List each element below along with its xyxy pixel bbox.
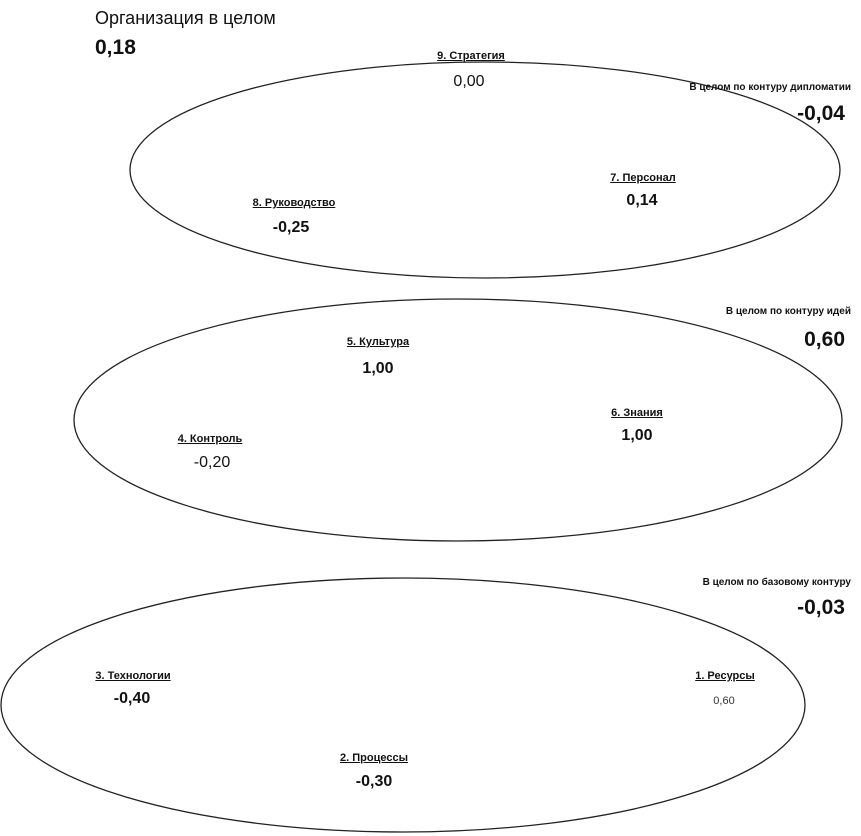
diplomacy-contour-ellipse — [129, 61, 841, 279]
node-control-value: -0,20 — [193, 454, 231, 471]
node-leadership-label: 8. Руководство — [252, 197, 336, 209]
node-processes-label: 2. Процессы — [340, 752, 408, 764]
base-contour-ellipse — [0, 577, 806, 833]
node-leadership-value: -0,25 — [272, 219, 310, 236]
node-culture-label: 5. Культура — [346, 336, 410, 348]
node-strategy-label: 9. Стратегия — [437, 50, 505, 62]
base-summary-value: -0,03 — [797, 596, 845, 619]
ideas-contour-ellipse — [73, 298, 843, 542]
node-resources-value: 0,60 — [713, 695, 735, 707]
diplomacy-summary-value: -0,04 — [797, 102, 845, 125]
node-personnel-label: 7. Персонал — [610, 172, 676, 184]
node-knowledge-value: 1,00 — [621, 427, 653, 444]
node-personnel-value: 0,14 — [626, 192, 658, 209]
node-knowledge-label: 6. Знания — [611, 407, 663, 419]
ideas-summary-value: 0,60 — [804, 328, 845, 351]
diplomacy-summary-label: В целом по контуру дипломатии — [689, 82, 851, 93]
node-control-label: 4. Контроль — [177, 433, 243, 445]
node-strategy-value: 0,00 — [453, 73, 485, 90]
ideas-summary-label: В целом по контуру идей — [725, 306, 851, 317]
node-processes-value: -0,30 — [355, 773, 393, 790]
node-technologies-label: 3. Технологии — [95, 670, 171, 682]
node-culture-value: 1,00 — [362, 360, 394, 377]
node-resources-label: 1. Ресурсы — [695, 670, 755, 682]
organization-value: 0,18 — [95, 36, 136, 59]
node-technologies-value: -0,40 — [113, 690, 151, 707]
organization-title: Организация в целом — [95, 8, 276, 28]
base-summary-label: В целом по базовому контуру — [702, 577, 851, 588]
